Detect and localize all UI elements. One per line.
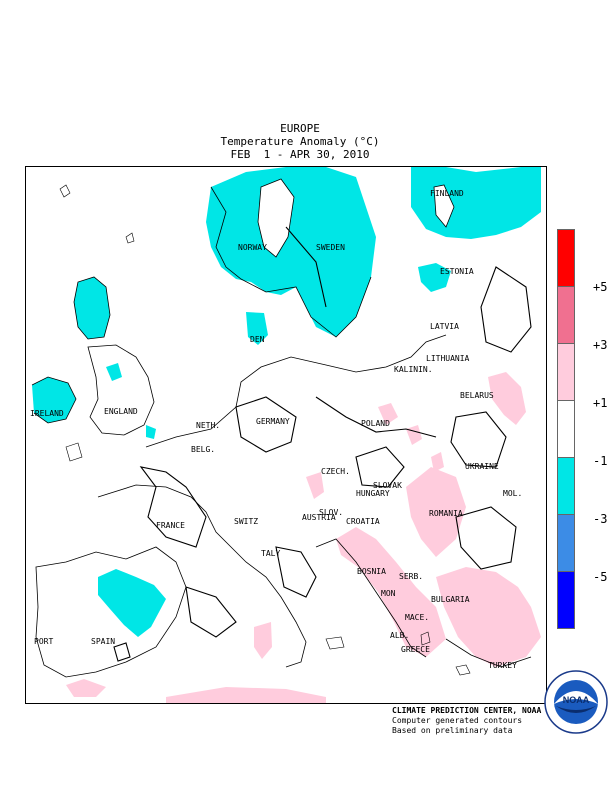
label-montenegro: MON: [381, 589, 396, 598]
map-canvas: [31, 167, 541, 703]
label-norway: NORWAY: [238, 243, 267, 252]
label-macedonia: MACE.: [405, 613, 430, 622]
credit-block: CLIMATE PREDICTION CENTER, NOAA Computer…: [392, 706, 541, 736]
legend-bin-neutral: [557, 400, 575, 458]
label-romania: ROMANIA: [429, 509, 463, 518]
legend-label-plus3: +3: [593, 338, 608, 352]
label-austria-visible: AUSTRIA: [302, 513, 336, 522]
map-title-region: EUROPE: [280, 122, 320, 135]
label-latvia: LATVIA: [430, 322, 459, 331]
label-switzerland: SWITZ: [234, 517, 259, 526]
label-netherlands: NETH.: [196, 421, 221, 430]
label-spain: SPAIN: [91, 637, 116, 646]
legend-label-plus1: +1: [593, 396, 608, 410]
legend-bin-ltneg5: [557, 571, 575, 629]
label-bosnia: BOSNIA: [357, 567, 386, 576]
label-denmark: DEN: [250, 335, 265, 344]
label-slovakia: SLOVAK: [373, 481, 402, 490]
warm-anomaly-areas: [66, 372, 541, 703]
anomaly-contours: [113, 226, 532, 662]
coastlines: [31, 186, 532, 678]
anomaly-map: NORWAY SWEDEN FINLAND ESTONIA LATVIA LIT…: [25, 166, 547, 704]
legend-bin-gt5: [557, 229, 575, 287]
label-moldova: MOL.: [503, 489, 523, 498]
label-hungary: HUNGARY: [356, 489, 390, 498]
label-lithuania: LITHUANIA: [426, 354, 470, 363]
label-slovenia: SLOV.: [319, 508, 344, 517]
label-serbia: SERB.: [399, 572, 424, 581]
norway-interior-contour: [257, 178, 295, 258]
label-czech: CZECH.: [321, 467, 350, 476]
legend-bin-neg3to5: [557, 514, 575, 572]
noaa-logo-text: NOAA: [563, 695, 590, 705]
label-england: ENGLAND: [104, 407, 138, 416]
label-italy: TALY: [261, 549, 281, 558]
legend-label-minus1: -1: [593, 454, 608, 468]
legend-label-minus5: -5: [593, 570, 608, 584]
label-ukraine: UKRAINE: [465, 462, 499, 471]
label-sweden: SWEDEN: [316, 243, 345, 252]
label-croatia: CROATIA: [346, 517, 380, 526]
label-bulgaria: BULGARIA: [431, 595, 470, 604]
legend-label-plus5: +5: [593, 280, 608, 294]
credit-line2: Computer generated contours: [392, 716, 523, 725]
label-portugal: PORT: [34, 637, 54, 646]
finland-interior-contour: [433, 184, 455, 228]
map-title-period: FEB 1 - APR 30, 2010: [230, 148, 370, 161]
map-title-variable: Temperature Anomaly (°C): [220, 135, 380, 148]
legend-bin-neg1to3: [557, 457, 575, 515]
legend-label-minus3: -3: [593, 512, 608, 526]
map-title-block: EUROPE Temperature Anomaly (°C) FEB 1 - …: [150, 122, 450, 161]
cold-anomaly-areas: [32, 167, 541, 637]
color-legend: [557, 229, 575, 629]
label-belgium: BELG.: [191, 445, 216, 454]
label-germany: GERMANY: [256, 417, 290, 426]
label-turkey: TURKEY: [488, 661, 517, 670]
label-france: FRANCE: [156, 521, 185, 530]
legend-bin-1to3: [557, 343, 575, 401]
credit-line3: Based on preliminary data: [392, 726, 513, 735]
label-belarus: BELARUS: [460, 391, 494, 400]
label-poland: POLAND: [361, 419, 390, 428]
noaa-logo: NOAA: [544, 670, 608, 734]
label-estonia: ESTONIA: [440, 267, 474, 276]
island-outlines: [59, 184, 471, 676]
label-finland: FINLAND: [430, 189, 464, 198]
label-ireland: IRELAND: [30, 409, 64, 418]
label-kaliningrad: KALININ.: [394, 365, 433, 374]
label-greece: GREECE: [401, 645, 430, 654]
legend-bin-3to5: [557, 286, 575, 344]
label-albania: ALB.: [390, 631, 410, 640]
credit-org: CLIMATE PREDICTION CENTER, NOAA: [392, 706, 542, 715]
